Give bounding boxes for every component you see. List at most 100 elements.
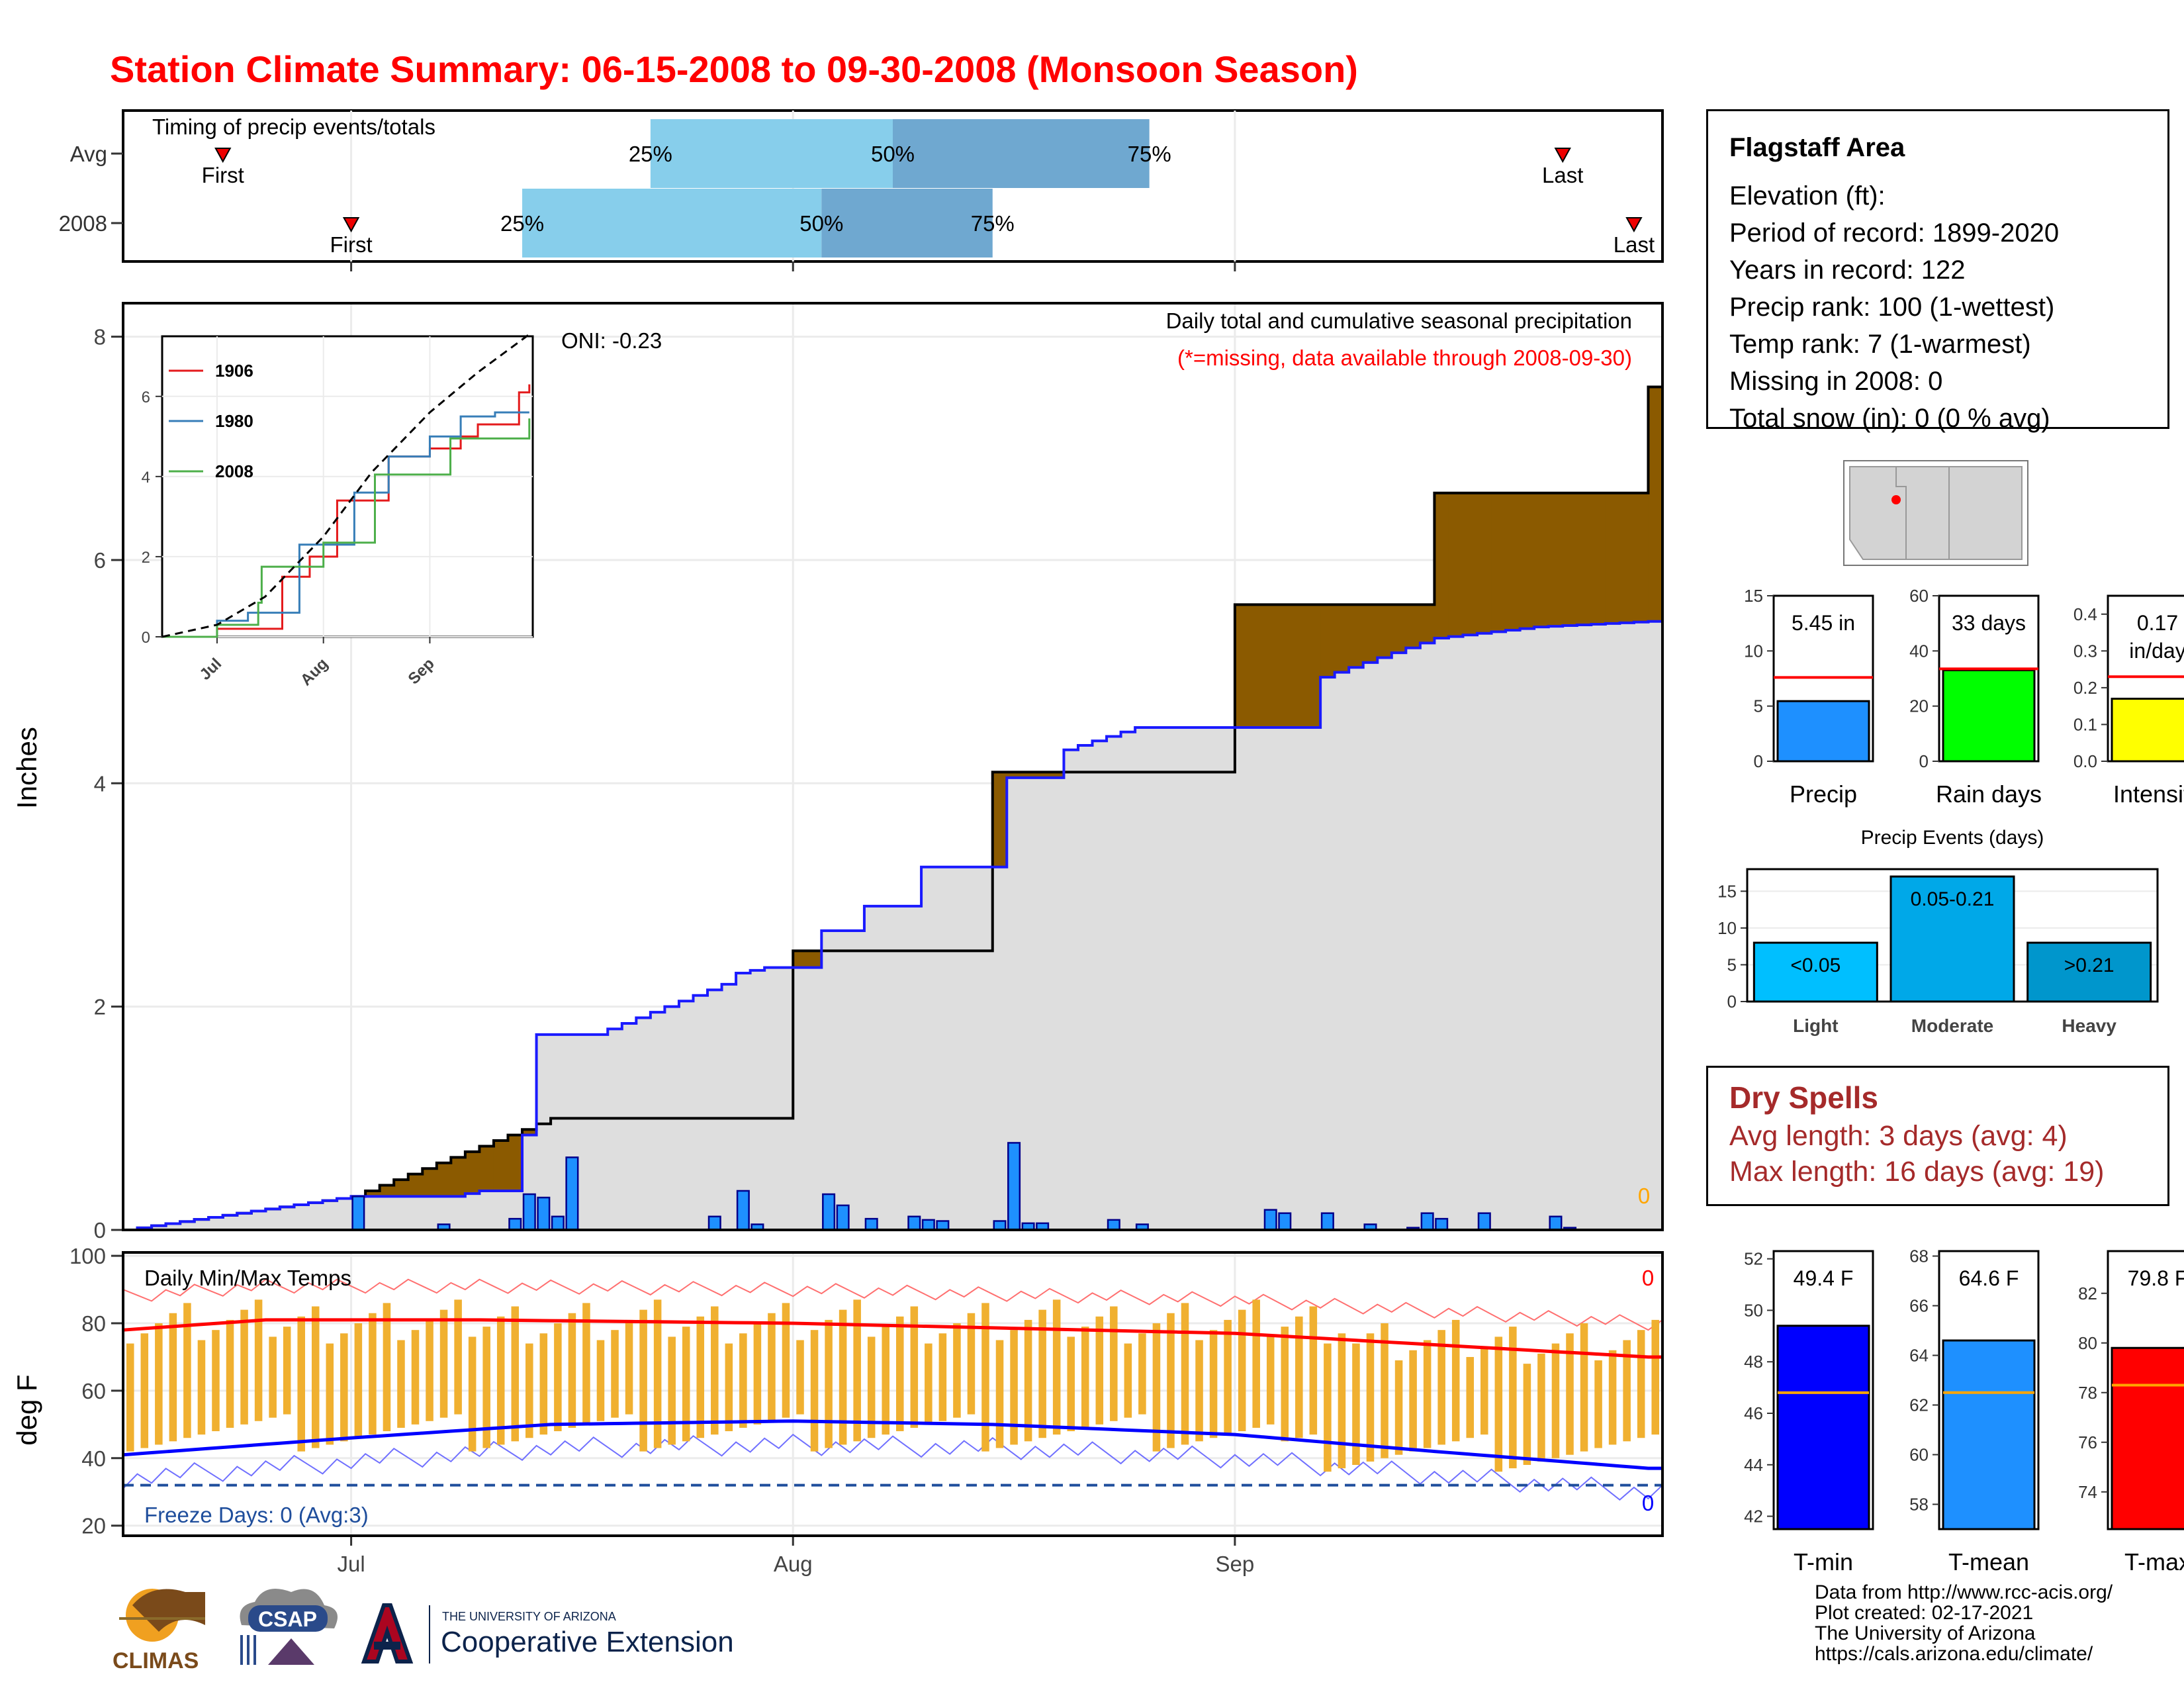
precip-events-chart: Precip Events (days) 0 5 10 15 <0.05 Light 0.05…	[1717, 827, 2159, 1036]
daily-temp-bar	[454, 1299, 462, 1415]
summary-ytick-label: 40	[1909, 641, 1929, 661]
daily-temp-bar	[254, 1299, 263, 1421]
deficit-area	[1334, 604, 1349, 673]
deficit-area	[1377, 604, 1392, 658]
daily-temp-bar	[995, 1340, 1004, 1448]
events-ytick-label: 0	[1727, 992, 1737, 1011]
events-ytick-label: 5	[1727, 955, 1737, 974]
daily-temp-bar	[1266, 1336, 1275, 1425]
x-tick-label: Sep	[1216, 1552, 1255, 1576]
record-min-line	[122, 1433, 1663, 1501]
daily-temp-bar	[1580, 1323, 1588, 1452]
daily-temp-bar	[126, 1343, 134, 1452]
label-25pct: 25%	[629, 142, 672, 166]
daily-temp-bar	[1152, 1323, 1161, 1452]
daily-temp-bar	[1052, 1299, 1061, 1435]
deficit-area	[1292, 604, 1307, 727]
daily-temp-bar	[1494, 1336, 1503, 1472]
events-bar	[1889, 875, 2015, 1003]
deficit-area	[394, 1180, 409, 1197]
deficit-area	[1420, 604, 1435, 643]
temp-summary-value: 79.8 F	[2128, 1266, 2184, 1290]
svg-text:CLIMAS: CLIMAS	[113, 1648, 199, 1673]
info-snow: Total snow (in): 0 (0 % avg)	[1729, 404, 2050, 433]
locator-map	[1843, 460, 2028, 566]
deficit-area	[1434, 492, 1449, 639]
page-title: Station Climate Summary: 06-15-2008 to 0…	[110, 48, 1358, 90]
daily-temp-bar	[739, 1333, 747, 1428]
deficit-area	[1234, 604, 1250, 727]
temp-plot-bg	[123, 1252, 1662, 1536]
ua-extension: Cooperative Extension	[441, 1626, 734, 1658]
daily-temp-bar	[1480, 1346, 1488, 1435]
summary-ytick-label: 0.1	[2073, 714, 2097, 734]
daily-temp-bar	[582, 1303, 590, 1425]
oni-label: ONI: -0.23	[561, 328, 662, 353]
daily-temp-bar	[539, 1333, 548, 1435]
info-precip-rank: Precip rank: 100 (1-wettest)	[1729, 293, 2055, 322]
events-ytick-label: 15	[1717, 881, 1737, 901]
quartile-bar-25-50	[650, 119, 893, 188]
summary-label: Precip	[1790, 780, 1857, 808]
y-tick-label: 2	[94, 995, 106, 1019]
inset-legend-label: 1980	[215, 411, 253, 431]
daily-temp-bar	[925, 1343, 933, 1425]
deficit-area	[1021, 772, 1036, 778]
temp-summary-ytick-label: 74	[2078, 1482, 2097, 1502]
main-missing-note: (*=missing, data available through 2008-…	[1177, 346, 1632, 370]
deficit-area	[793, 951, 808, 968]
last-marker	[1625, 217, 1643, 233]
daily-temp-bar	[426, 1319, 433, 1421]
credit-date: Plot created: 02-17-2021	[1815, 1602, 2034, 1624]
deficit-area	[1648, 387, 1663, 622]
summary-ytick-label: 15	[1744, 586, 1763, 606]
daily-temp-bar	[369, 1313, 377, 1435]
daily-temp-bar	[1394, 1360, 1403, 1455]
daily-temp-bar	[1537, 1353, 1545, 1462]
info-missing: Missing in 2008: 0	[1729, 367, 1943, 396]
record-max-line	[122, 1278, 1663, 1331]
daily-temp-bar	[768, 1313, 776, 1421]
inset-xtick-label: Aug	[297, 655, 332, 689]
avg-max-line	[122, 1318, 1662, 1359]
station-name: Flagstaff Area	[1729, 133, 1905, 162]
daily-temp-bar	[411, 1330, 420, 1425]
temp-summary-ytick-label: 50	[1744, 1300, 1763, 1320]
daily-temp-bar	[397, 1340, 405, 1428]
events-ytick-label: 10	[1717, 918, 1737, 938]
daily-precip-bar	[822, 1193, 836, 1231]
events-title: Precip Events (days)	[1861, 827, 2044, 849]
label-25pct: 25%	[500, 211, 544, 236]
events-bar-label: >0.21	[2064, 955, 2115, 976]
max-count: 0	[1642, 1266, 1654, 1290]
summary-value-unit: in/day	[2129, 639, 2184, 663]
events-bar-label: 0.05-0.21	[1911, 888, 1995, 910]
deficit-area	[1406, 604, 1421, 648]
daily-temp-bar	[155, 1323, 163, 1445]
inset-legend-label: 2008	[215, 461, 253, 481]
daily-precip-bar	[565, 1156, 579, 1231]
temp-summary-ytick-label: 78	[2078, 1383, 2097, 1403]
summary-ytick-label: 10	[1744, 641, 1763, 661]
daily-precip-bar	[508, 1217, 522, 1231]
daily-temp-bar	[981, 1303, 989, 1452]
daily-temp-bar	[340, 1333, 348, 1442]
deficit-area	[1520, 492, 1535, 629]
ua-name: THE UNIVERSITY OF ARIZONA	[442, 1610, 616, 1623]
daily-temp-bar	[183, 1303, 191, 1438]
temp-y-tick-label: 100	[69, 1244, 106, 1268]
daily-temp-bar	[639, 1309, 647, 1452]
daily-temp-bar	[853, 1299, 861, 1442]
summary-ytick-label: 60	[1909, 586, 1929, 606]
daily-temp-bar	[810, 1330, 819, 1452]
main-note: Daily total and cumulative seasonal prec…	[1166, 308, 1632, 333]
daily-precip-bar	[1477, 1212, 1491, 1231]
daily-temp-bar	[1451, 1319, 1460, 1442]
temperature-summary-bars: 42 44 46 48 50 52 49.4 F T-min 58 60 62 64 66 68 64.6 …	[1744, 1246, 2184, 1575]
precip-summary-bars: 0 5 10 15 5.45 in Precip 0 20 40 60 33 days Rain da…	[1744, 586, 2184, 808]
daily-temp-bar	[839, 1309, 847, 1445]
daily-precip-bar	[1549, 1215, 1563, 1231]
deficit-area	[1363, 604, 1378, 663]
deficit-area	[408, 1174, 423, 1197]
daily-temp-bar	[1081, 1327, 1089, 1428]
